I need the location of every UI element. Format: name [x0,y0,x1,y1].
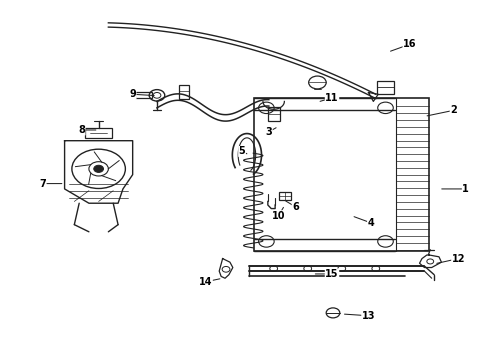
Text: 4: 4 [367,218,373,228]
Bar [135,93,152,98]
Text: 1: 1 [462,184,468,194]
Text: 8: 8 [78,125,85,135]
Text: 16: 16 [402,39,416,49]
Bar [376,81,393,94]
Text: 15: 15 [325,269,338,279]
Text: 7: 7 [39,179,46,189]
Text: 6: 6 [292,202,298,212]
Bar [179,85,188,99]
Text: 12: 12 [451,253,464,264]
Bar [85,128,112,138]
Text: 11: 11 [325,93,338,103]
Text: 13: 13 [361,311,374,321]
Bar [278,192,290,200]
Text: 14: 14 [199,277,212,287]
Bar [267,107,279,121]
Text: 3: 3 [265,127,272,137]
Circle shape [94,165,103,172]
Text: 10: 10 [271,211,285,221]
Text: 5: 5 [238,147,245,157]
Text: 2: 2 [449,105,456,115]
Bar [254,98,428,251]
Text: 9: 9 [129,89,136,99]
